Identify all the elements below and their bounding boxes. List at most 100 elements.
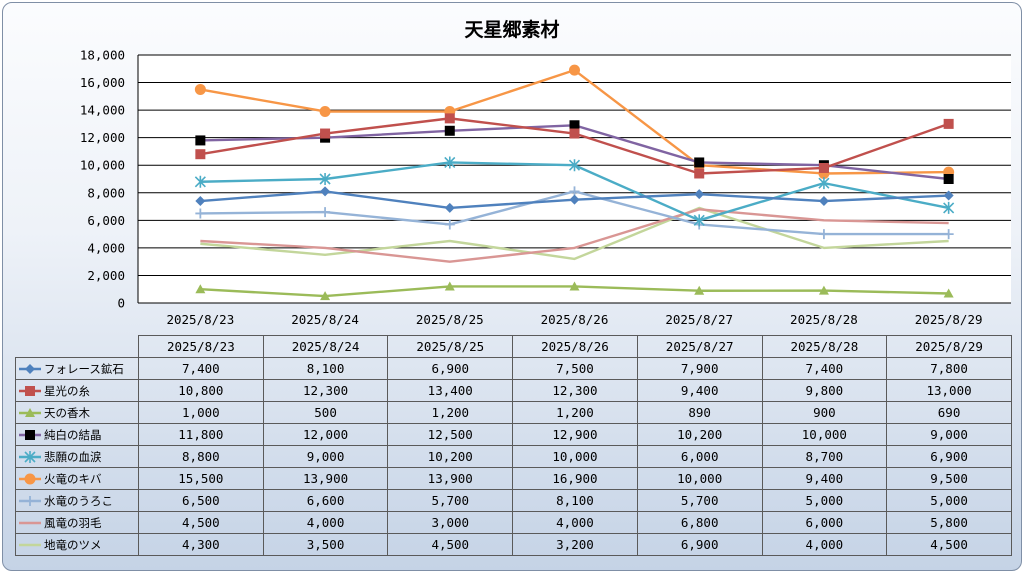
series-name: 火竜のキバ xyxy=(44,471,102,486)
table-row: 星光の糸 10,800 12,300 13,400 12,300 9,400 9,800 13… xyxy=(15,379,1012,402)
series-name: 純白の結晶 xyxy=(44,427,102,442)
x-tick-label: 2025/8/28 xyxy=(790,312,858,327)
x-tick-label: 2025/8/23 xyxy=(166,312,234,327)
series-name: 水竜のうろこ xyxy=(44,493,113,508)
table-cell: 6,000 xyxy=(636,445,763,468)
table-cell: 9,400 xyxy=(636,379,763,402)
y-tick-label: 12,000 xyxy=(80,130,125,145)
line-chart: 0 2,000 4,000 6,000 8,000 10,000 12,000 14,000 1… xyxy=(80,48,1011,327)
series-name-cell: 風竜の羽毛 xyxy=(15,511,139,534)
chart-title: 天星郷素材 xyxy=(464,19,560,41)
series-line xyxy=(200,206,949,261)
legend-key xyxy=(19,496,41,506)
table-cell: 3,000 xyxy=(387,511,514,534)
data-point xyxy=(444,202,455,213)
table-cell: 9,500 xyxy=(886,467,1012,490)
data-point xyxy=(568,159,581,172)
y-tick-label: 8,000 xyxy=(87,185,125,200)
data-point xyxy=(319,105,331,117)
series-name: 星光の糸 xyxy=(44,383,90,398)
table-column-header: 2025/8/29 xyxy=(886,335,1012,358)
y-tick-label: 14,000 xyxy=(80,103,125,118)
series-name-cell: 天の香木 xyxy=(15,401,139,424)
legend-key-marker xyxy=(25,386,35,396)
series-name: フォレース鉱石 xyxy=(44,361,124,376)
data-point xyxy=(818,162,829,173)
data-point xyxy=(943,288,954,298)
data-point xyxy=(694,157,705,168)
table-row: フォレース鉱石 7,400 8,100 6,900 7,500 7,900 7,400 7,8… xyxy=(15,357,1012,380)
table-column-header: 2025/8/23 xyxy=(138,335,264,358)
legend-key xyxy=(19,543,41,547)
table-cell: 6,900 xyxy=(387,357,514,380)
data-point xyxy=(569,281,580,291)
series-8 xyxy=(200,206,949,261)
table-cell: 8,100 xyxy=(262,357,389,380)
data-point xyxy=(818,229,829,240)
series-2 xyxy=(195,281,954,301)
table-cell: 12,900 xyxy=(512,423,638,446)
table-cell: 4,000 xyxy=(512,511,638,534)
legend-key-marker xyxy=(25,430,35,440)
table-cell: 5,000 xyxy=(761,489,888,512)
data-point xyxy=(569,128,580,139)
table-cell: 7,400 xyxy=(761,357,888,380)
legend-key xyxy=(19,364,41,374)
data-point xyxy=(444,281,455,291)
table-row: 天の香木 1,000 500 1,200 1,200 890 900 690 xyxy=(15,401,1012,424)
series-4 xyxy=(194,156,955,227)
table-cell: 12,300 xyxy=(512,379,638,402)
table-column-header: 2025/8/25 xyxy=(387,335,514,358)
table-cell: 10,000 xyxy=(512,445,638,468)
table-cell: 12,000 xyxy=(262,423,389,446)
table-cell: 7,400 xyxy=(138,357,264,380)
table-column-header: 2025/8/26 xyxy=(512,335,638,358)
table-cell: 13,400 xyxy=(387,379,514,402)
y-tick-label: 16,000 xyxy=(80,75,125,90)
series-name-cell: フォレース鉱石 xyxy=(15,357,139,380)
table-row: 地竜のツメ 4,300 3,500 4,500 3,200 6,900 4,000 4,500 xyxy=(15,533,1012,556)
data-point xyxy=(444,113,455,124)
table-cell: 890 xyxy=(636,401,763,424)
series-name-cell: 悲願の血涙 xyxy=(15,445,139,468)
data-point xyxy=(195,149,206,160)
data-point xyxy=(444,125,455,136)
data-point xyxy=(320,128,331,139)
data-point xyxy=(319,173,331,185)
y-tick-label: 10,000 xyxy=(80,158,125,173)
series-0 xyxy=(195,186,954,213)
table-cell: 10,000 xyxy=(761,423,888,446)
table-cell: 10,800 xyxy=(138,379,264,402)
table-cell: 4,500 xyxy=(886,533,1012,556)
series-7 xyxy=(200,208,949,263)
series-name: 地竜のツメ xyxy=(44,537,102,552)
table-cell: 11,800 xyxy=(138,423,264,446)
data-point xyxy=(194,83,206,95)
data-point xyxy=(818,177,830,190)
table-cell: 6,600 xyxy=(262,489,389,512)
table-cell: 15,500 xyxy=(138,467,264,490)
data-point xyxy=(943,229,954,240)
legend-key-marker xyxy=(25,408,35,417)
data-point xyxy=(818,196,829,207)
y-tick-label: 18,000 xyxy=(80,48,125,63)
y-tick-label: 0 xyxy=(117,296,125,311)
data-point xyxy=(195,196,206,207)
x-tick-label: 2025/8/27 xyxy=(665,312,733,327)
table-cell: 3,500 xyxy=(262,533,389,556)
table-corner xyxy=(16,336,139,358)
series-name: 天の香木 xyxy=(44,405,90,420)
table-cell: 13,000 xyxy=(886,379,1012,402)
data-point xyxy=(943,174,954,184)
data-table: 2025/8/23 2025/8/24 2025/8/25 2025/8/26 2025… xyxy=(15,335,1012,556)
table-cell: 16,900 xyxy=(512,467,638,490)
legend-key-marker xyxy=(24,473,36,485)
legend-key-marker xyxy=(25,496,35,506)
table-cell: 7,900 xyxy=(636,357,763,380)
data-point xyxy=(444,219,455,230)
table-cell: 9,800 xyxy=(761,379,888,402)
table-cell: 13,900 xyxy=(262,467,389,490)
table-cell: 900 xyxy=(761,401,888,424)
table-cell: 6,900 xyxy=(886,445,1012,468)
